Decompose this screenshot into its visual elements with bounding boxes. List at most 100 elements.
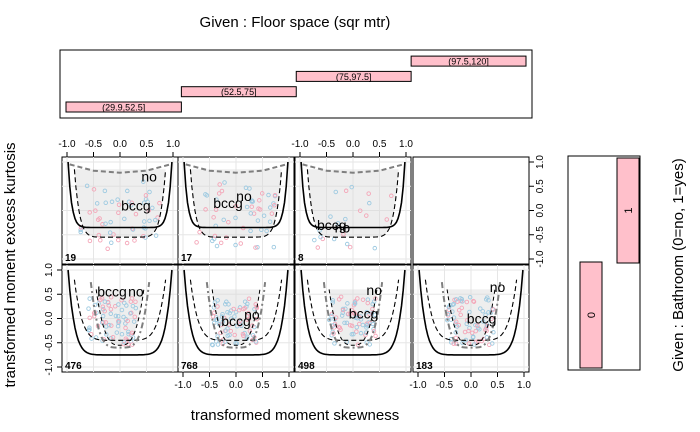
y-tick-label: 0.5 (535, 179, 546, 193)
panel-count: 8 (298, 253, 304, 264)
data-point (464, 321, 470, 327)
data-point (470, 335, 476, 340)
data-point (363, 332, 368, 338)
floor-space-given-panel: (29.9,52.5] (52.5,75] (75,97.5] (97.5,120] (59, 49, 533, 119)
data-point (312, 237, 317, 243)
data-point (341, 232, 346, 237)
given-top-frame (59, 49, 533, 119)
data-point (150, 205, 155, 211)
data-point (84, 183, 90, 189)
data-point (221, 217, 226, 223)
data-point (129, 330, 135, 336)
data-point (343, 216, 348, 222)
data-point (471, 298, 476, 304)
floor-interval-label: (52.5,75] (221, 87, 257, 97)
data-point (349, 307, 355, 313)
data-point (346, 311, 351, 317)
data-point (264, 228, 269, 234)
data-point (446, 307, 452, 313)
data-point (220, 311, 225, 317)
data-point (96, 232, 102, 238)
dashdot-curve (440, 281, 502, 349)
data-point (100, 304, 106, 309)
dashed-curve (306, 279, 400, 341)
data-point (453, 341, 459, 346)
data-point (102, 299, 108, 304)
data-point (238, 241, 244, 246)
data-point (252, 306, 257, 312)
data-point (141, 179, 146, 184)
region-label-no: no (244, 306, 260, 322)
data-point (114, 330, 120, 335)
panel-frame (412, 156, 530, 265)
dashed-curve (424, 279, 518, 341)
region-label-no: no (335, 219, 351, 235)
region-label-bccg: bccg (349, 306, 379, 322)
data-point (239, 323, 244, 329)
data-point (109, 199, 115, 205)
data-point (232, 314, 237, 319)
data-point (105, 246, 110, 252)
data-point (104, 332, 109, 337)
data-point (255, 244, 260, 250)
y-tick-label: -0.5 (44, 334, 55, 352)
region-label-no: no (141, 168, 157, 184)
data-point (232, 332, 237, 338)
data-point (132, 238, 137, 243)
data-point (244, 317, 250, 322)
data-point (99, 296, 105, 301)
x-tick-label: 0.5 (256, 380, 270, 391)
data-point (330, 298, 336, 303)
given-right-frame (567, 155, 641, 371)
upper-dashdot-curve (302, 163, 404, 174)
data-point (224, 299, 229, 305)
data-point (102, 308, 107, 314)
floor-interval-bar (295, 70, 412, 82)
data-point (153, 233, 159, 238)
data-point (464, 299, 470, 305)
data-point (454, 324, 460, 329)
data-point (209, 342, 215, 347)
right-axis-label: Given : Bathroom (0=no, 1=yes) (670, 158, 687, 371)
data-point (354, 329, 359, 334)
data-point (157, 200, 162, 206)
data-point (349, 323, 355, 329)
panel-count: 476 (65, 361, 82, 372)
data-point (108, 306, 114, 312)
data-point (269, 211, 275, 216)
data-point (360, 297, 366, 302)
data-point (349, 184, 354, 190)
data-point (484, 328, 489, 333)
data-point (130, 303, 136, 309)
data-point (132, 314, 138, 320)
data-point (358, 330, 364, 336)
data-point (215, 298, 220, 303)
data-point (116, 202, 122, 208)
data-point (466, 328, 471, 334)
data-point (236, 307, 242, 313)
data-point (453, 335, 459, 341)
data-point (339, 313, 345, 318)
floor-interval-bar (410, 55, 527, 67)
x-tick-label: 0.5 (140, 139, 154, 150)
data-point (116, 237, 121, 243)
y-tick-label: 1.0 (535, 155, 546, 169)
data-point (253, 245, 258, 250)
y-tick-label: 0.0 (535, 203, 546, 217)
data-point (87, 325, 92, 331)
dashed-curve (189, 169, 283, 238)
inner-dashed-curve (211, 289, 261, 346)
region-label-bccg: bccg (121, 198, 151, 214)
x-tick-label: 1.0 (282, 380, 296, 391)
data-point (78, 229, 83, 235)
dashed-curve (73, 169, 167, 238)
data-point (246, 310, 251, 316)
x-tick-label: -1.0 (291, 139, 309, 150)
data-point (215, 342, 221, 347)
x-tick-label: -1.0 (174, 380, 192, 391)
outer-curve (183, 161, 289, 229)
data-point (218, 240, 224, 246)
data-point (233, 215, 238, 221)
data-point (460, 340, 465, 346)
data-point (87, 296, 92, 301)
